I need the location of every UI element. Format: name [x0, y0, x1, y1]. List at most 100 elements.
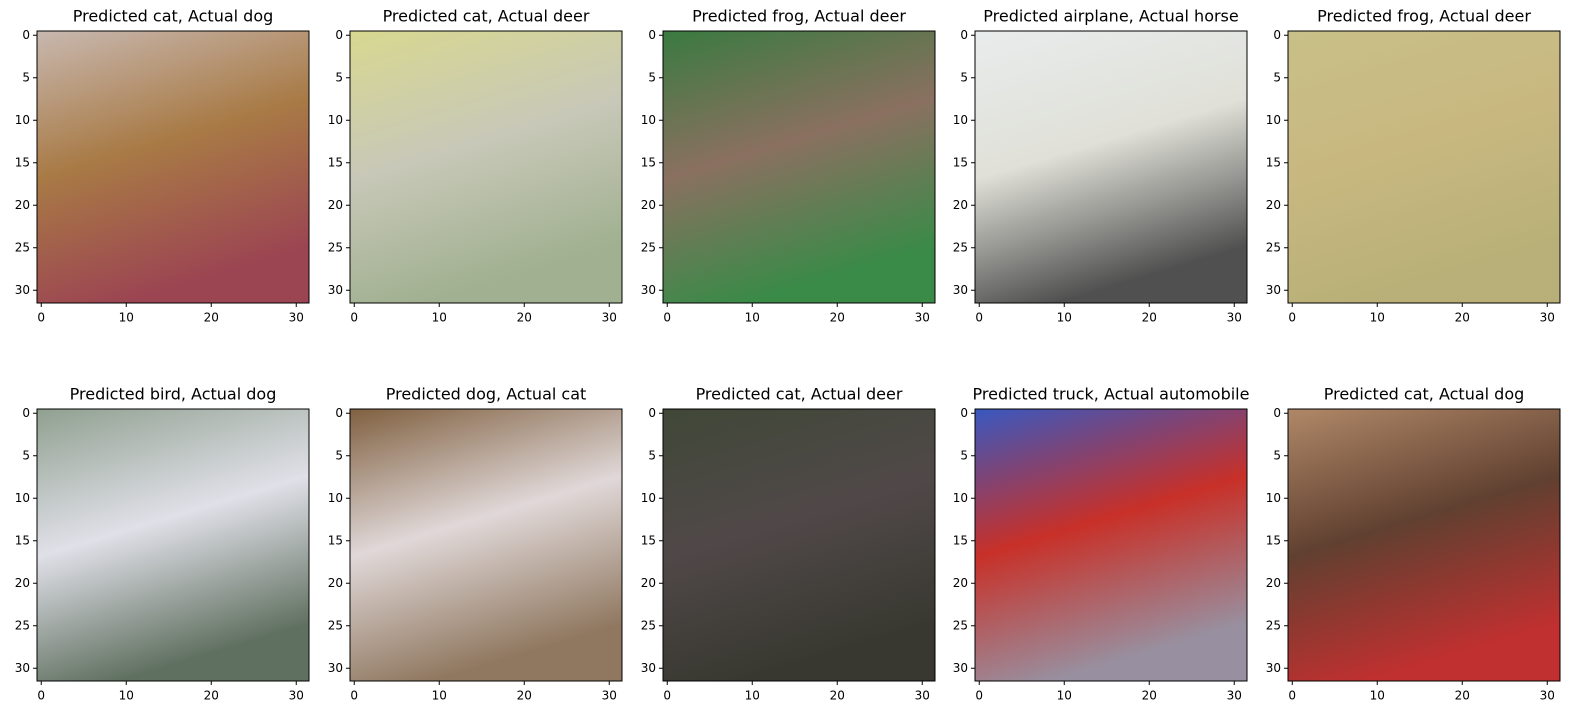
x-tick-label: 10 [119, 689, 134, 703]
axes-frame [662, 408, 936, 682]
y-tick-label: 20 [953, 198, 968, 212]
y-tick-label: 5 [335, 70, 343, 84]
y-tick-label: 0 [960, 28, 968, 42]
axes-frame [974, 30, 1248, 304]
y-tick-label: 15 [15, 155, 30, 169]
panel-title: Predicted frog, Actual deer [1317, 7, 1531, 26]
y-tick-label: 30 [953, 661, 968, 675]
y-tick-label: 15 [15, 533, 30, 547]
x-tick-label: 10 [432, 311, 447, 325]
x-tick-label: 0 [350, 689, 358, 703]
y-tick-label: 30 [1266, 283, 1281, 297]
axes-frame [1287, 30, 1561, 304]
y-tick-label: 30 [15, 283, 30, 297]
axes-frame [36, 30, 310, 304]
image [350, 409, 622, 681]
x-tick-label: 20 [204, 689, 219, 703]
y-tick-label: 10 [15, 491, 30, 505]
x-tick-label: 30 [915, 689, 930, 703]
x-tick-label: 30 [1540, 311, 1555, 325]
panel-title: Predicted bird, Actual dog [70, 385, 277, 404]
y-tick-label: 30 [641, 661, 656, 675]
y-tick-label: 20 [1266, 198, 1281, 212]
y-tick-label: 5 [1273, 448, 1281, 462]
y-tick-label: 10 [953, 491, 968, 505]
x-tick-label: 30 [602, 689, 617, 703]
x-tick-label: 30 [289, 689, 304, 703]
y-tick-label: 25 [328, 240, 343, 254]
y-tick-label: 5 [648, 448, 656, 462]
y-tick-label: 0 [648, 406, 656, 420]
panel-title: Predicted cat, Actual dog [73, 7, 274, 26]
y-tick-label: 15 [1266, 155, 1281, 169]
y-tick-label: 5 [22, 70, 30, 84]
x-tick-label: 0 [1288, 689, 1296, 703]
x-tick-label: 20 [830, 689, 845, 703]
y-tick-label: 25 [328, 618, 343, 632]
x-tick-label: 0 [975, 311, 983, 325]
x-tick-label: 30 [289, 311, 304, 325]
y-tick-label: 0 [22, 406, 30, 420]
y-tick-label: 5 [1273, 70, 1281, 84]
y-tick-label: 30 [15, 661, 30, 675]
panel-title: Predicted cat, Actual dog [1324, 385, 1525, 404]
y-tick-label: 25 [1266, 240, 1281, 254]
image [37, 409, 309, 681]
x-tick-label: 20 [1455, 311, 1470, 325]
image [975, 409, 1247, 681]
axes-frame [974, 408, 1248, 682]
x-tick-label: 10 [1057, 311, 1072, 325]
y-tick-label: 20 [641, 198, 656, 212]
x-tick-label: 10 [432, 689, 447, 703]
y-tick-label: 15 [953, 533, 968, 547]
x-tick-label: 30 [1227, 311, 1242, 325]
y-tick-label: 25 [15, 618, 30, 632]
y-tick-label: 25 [641, 240, 656, 254]
y-tick-label: 10 [328, 491, 343, 505]
axes-frame [349, 408, 623, 682]
panel-title: Predicted cat, Actual deer [383, 7, 590, 26]
panel-title: Predicted frog, Actual deer [692, 7, 906, 26]
axes-frame [349, 30, 623, 304]
y-tick-label: 0 [1273, 28, 1281, 42]
axes-frame [36, 408, 310, 682]
panel-title: Predicted airplane, Actual horse [983, 7, 1238, 26]
image [663, 31, 935, 303]
y-tick-label: 0 [960, 406, 968, 420]
y-tick-label: 0 [22, 28, 30, 42]
y-tick-label: 30 [1266, 661, 1281, 675]
panel-title: Predicted cat, Actual deer [696, 385, 903, 404]
x-tick-label: 20 [1142, 689, 1157, 703]
y-tick-label: 20 [328, 198, 343, 212]
x-tick-label: 20 [830, 311, 845, 325]
y-tick-label: 15 [953, 155, 968, 169]
y-tick-label: 20 [15, 198, 30, 212]
y-tick-label: 30 [328, 283, 343, 297]
x-tick-label: 10 [119, 311, 134, 325]
x-tick-label: 0 [975, 689, 983, 703]
x-tick-label: 0 [663, 311, 671, 325]
x-tick-label: 0 [37, 311, 45, 325]
x-tick-label: 0 [663, 689, 671, 703]
x-tick-label: 10 [745, 689, 760, 703]
y-tick-label: 25 [953, 240, 968, 254]
y-tick-label: 5 [22, 448, 30, 462]
x-tick-label: 20 [1142, 311, 1157, 325]
y-tick-label: 20 [953, 576, 968, 590]
y-tick-label: 0 [1273, 406, 1281, 420]
panel-title: Predicted truck, Actual automobile [973, 385, 1250, 404]
y-tick-label: 15 [641, 155, 656, 169]
y-tick-label: 25 [953, 618, 968, 632]
y-tick-label: 20 [1266, 576, 1281, 590]
y-tick-label: 5 [648, 70, 656, 84]
image [975, 31, 1247, 303]
x-tick-label: 20 [204, 311, 219, 325]
image [1288, 31, 1560, 303]
x-tick-label: 30 [602, 311, 617, 325]
x-tick-label: 20 [1455, 689, 1470, 703]
x-tick-label: 10 [1057, 689, 1072, 703]
x-tick-label: 10 [1370, 689, 1385, 703]
x-tick-label: 0 [350, 311, 358, 325]
y-tick-label: 0 [648, 28, 656, 42]
